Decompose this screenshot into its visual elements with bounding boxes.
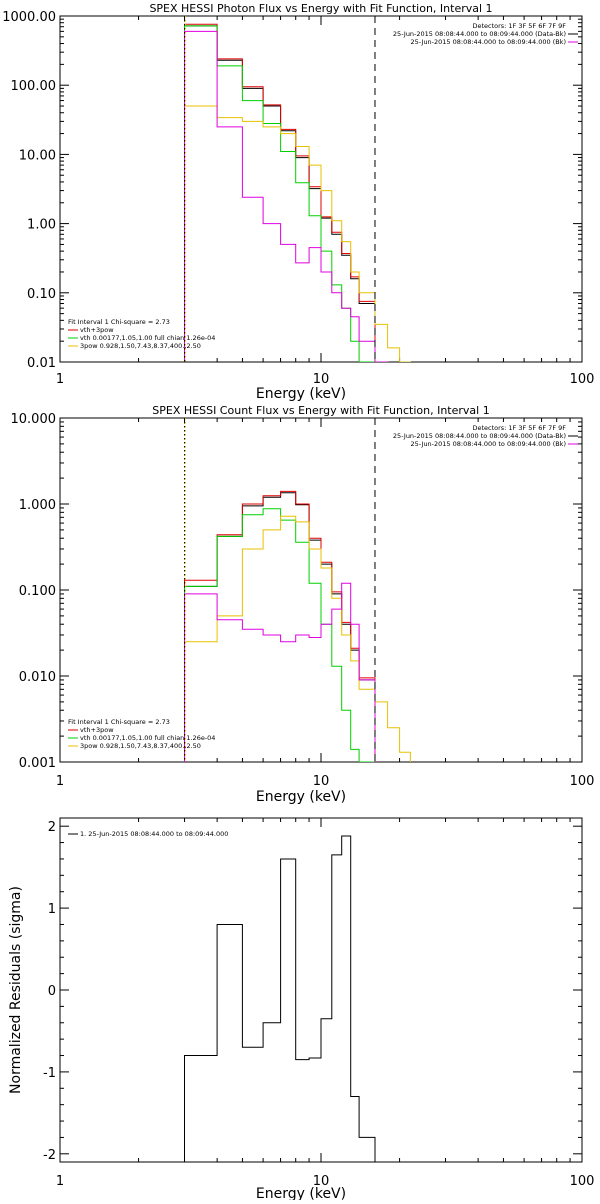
y-tick-label: 0.10 (27, 287, 56, 302)
series-line-1 (184, 25, 376, 362)
y-tick-label: -2 (43, 1148, 56, 1163)
legend-right: Detectors: 1F 3F 5F 6F 7F 9F25-Jun-2015 … (393, 424, 578, 448)
legend-entry-text: 25-Jun-2015 08:08:44.000 to 08:09:44.000… (393, 432, 566, 440)
y-tick-label: 1.000 (19, 498, 56, 513)
chart-panel-1: SPEX HESSI Photon Flux vs Energy with Fi… (2, 2, 594, 402)
y-tick-label: -1 (43, 1066, 56, 1081)
x-tick-label: 10 (313, 372, 330, 387)
x-tick-label: 100 (570, 774, 595, 789)
plot-frame (59, 817, 583, 1163)
x-tick-label: 1 (56, 774, 64, 789)
legend-header: Detectors: 1F 3F 5F 6F 7F 9F (472, 22, 566, 30)
legend-entry-text: Fit Interval 1 Chi-square = 2.73 (68, 318, 170, 326)
x-tick-label: 10 (313, 774, 330, 789)
series-line-1 (184, 492, 376, 762)
series-line-2 (184, 23, 376, 362)
legend-entry-text: Fit Interval 1 Chi-square = 2.73 (68, 718, 170, 726)
series-line-3 (184, 25, 389, 362)
y-ticks: 0.01 0.10 1.00 10.00 100.00 1000.00 (2, 10, 582, 371)
series-line-3 (184, 508, 376, 762)
series-group (184, 23, 411, 362)
y-tick-label: 0.100 (19, 584, 56, 599)
legend-header: Detectors: 1F 3F 5F 6F 7F 9F (472, 424, 566, 432)
legend-entry-text: 25-Jun-2015 08:08:44.000 to 08:09:44.000… (393, 30, 566, 38)
y-tick-label: 10.000 (11, 412, 57, 427)
series-group (184, 490, 411, 762)
x-axis-label: Energy (keV) (256, 789, 346, 805)
legend-left: 1. 25-Jun-2015 08:08:44.000 to 08:09:44.… (68, 830, 228, 838)
y-tick-label: 2 (48, 820, 56, 835)
legend-entry-text: vth 0.00177,1.05,1.00 full chian 1.26e-0… (80, 734, 215, 742)
series-group (184, 835, 376, 1162)
x-ticks: 1 10 100 (56, 16, 595, 387)
x-tick-label: 10 (313, 1174, 330, 1189)
legend-entry-text: vth+3pow (80, 326, 114, 334)
y-tick-label: 1000.00 (2, 10, 56, 25)
y-tick-label: 10.00 (19, 148, 56, 163)
chart-panel-3: 1 10 100 -2 -1 0 1 2 Energy (keV) Normalized Resi… (8, 817, 595, 1202)
x-tick-label: 100 (570, 372, 595, 387)
y-tick-label: 1 (48, 902, 56, 917)
series-line-5 (184, 30, 389, 362)
y-ticks: 0.001 0.010 0.100 1.000 10.000 (11, 412, 582, 771)
chart-title: SPEX HESSI Count Flux vs Energy with Fit… (152, 404, 489, 417)
x-axis-label: Energy (keV) (256, 386, 346, 402)
series-line-4 (184, 105, 411, 362)
y-tick-label: 0.010 (19, 670, 56, 685)
legend-entry-text: 25-Jun-2015 08:08:44.000 to 08:09:44.000… (411, 38, 566, 46)
legend-left: Fit Interval 1 Chi-square = 2.73vth+3pow… (68, 718, 215, 750)
y-ticks: -2 -1 0 1 2 (43, 820, 582, 1163)
y-tick-label: 0.001 (19, 756, 56, 771)
series-line-1 (184, 835, 376, 1162)
y-tick-label: 0.01 (27, 356, 56, 371)
y-tick-label: 1.00 (27, 218, 56, 233)
legend-entry-text: vth+3pow (80, 726, 114, 734)
y-tick-label: 100.00 (11, 79, 57, 94)
x-ticks: 1 10 100 (56, 418, 595, 789)
y-axis-label: Normalized Residuals (sigma) (8, 886, 24, 1094)
legend-entry-text: 25-Jun-2015 08:08:44.000 to 08:09:44.000… (411, 440, 566, 448)
legend-left: Fit Interval 1 Chi-square = 2.73vth+3pow… (68, 318, 215, 350)
series-line-4 (184, 515, 411, 762)
x-tick-label: 1 (56, 1174, 64, 1189)
y-tick-label: 0 (48, 984, 56, 999)
legend-entry-text: vth 0.00177,1.05,1.00 full chian 1.26e-0… (80, 334, 215, 342)
x-axis-label: Energy (keV) (256, 1186, 346, 1200)
legend-entry-text: 3pow 0.928,1.50,7.43,8.37,400.,2.50 (80, 742, 201, 750)
series-line-5 (184, 582, 376, 762)
series-line-2 (184, 490, 376, 762)
x-ticks: 1 10 100 (56, 818, 595, 1189)
x-tick-label: 100 (570, 1174, 595, 1189)
legend-entry-text: 3pow 0.928,1.50,7.43,8.37,400.,2.50 (80, 342, 201, 350)
chart-panel-2: SPEX HESSI Count Flux vs Energy with Fit… (11, 404, 595, 805)
x-tick-label: 1 (56, 372, 64, 387)
legend-right: Detectors: 1F 3F 5F 6F 7F 9F25-Jun-2015 … (393, 22, 578, 46)
legend-entry-text: 1. 25-Jun-2015 08:08:44.000 to 08:09:44.… (80, 830, 228, 838)
chart-title: SPEX HESSI Photon Flux vs Energy with Fi… (149, 2, 492, 15)
